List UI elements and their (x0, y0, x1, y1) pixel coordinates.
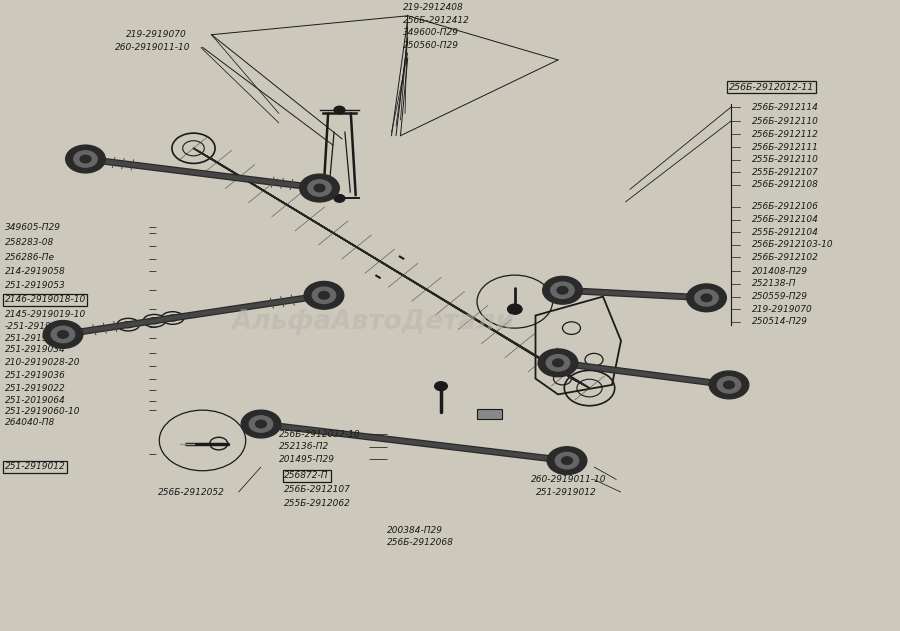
Text: 251-2919060-10: 251-2919060-10 (4, 407, 80, 416)
Circle shape (66, 145, 105, 173)
Text: 2146-2919018-10: 2146-2919018-10 (4, 295, 86, 304)
Text: 349605-П29: 349605-П29 (4, 223, 60, 232)
Text: 251-2919012: 251-2919012 (536, 488, 596, 497)
Circle shape (319, 292, 329, 299)
Text: 251-2919036: 251-2919036 (4, 371, 65, 380)
Circle shape (508, 304, 522, 314)
Text: 219-2919070: 219-2919070 (126, 30, 187, 39)
FancyBboxPatch shape (477, 409, 502, 419)
Circle shape (80, 155, 91, 163)
Text: 201495-П29: 201495-П29 (279, 455, 335, 464)
Text: 214-2919058: 214-2919058 (4, 267, 65, 276)
Circle shape (304, 281, 344, 309)
Text: 264040-П8: 264040-П8 (4, 418, 55, 427)
Text: 250514-П29: 250514-П29 (752, 317, 807, 326)
Text: 219-2919070: 219-2919070 (752, 305, 812, 314)
Circle shape (562, 457, 572, 464)
Text: 256Б-2912012-11: 256Б-2912012-11 (729, 83, 814, 91)
Circle shape (58, 331, 68, 338)
Text: 256Б-2912102: 256Б-2912102 (752, 253, 818, 262)
Text: 252138-П: 252138-П (752, 280, 796, 288)
Text: 251-2919053: 251-2919053 (4, 281, 65, 290)
Text: -251-2919016: -251-2919016 (4, 322, 68, 331)
Text: 251-2919022: 251-2919022 (4, 384, 65, 392)
Circle shape (43, 321, 83, 348)
Circle shape (547, 447, 587, 475)
Circle shape (314, 184, 325, 192)
Text: 260-2919011-10: 260-2919011-10 (115, 43, 191, 52)
Text: 219-2912408: 219-2912408 (403, 3, 464, 12)
Text: 250560-П29: 250560-П29 (403, 41, 459, 50)
Text: 250559-П29: 250559-П29 (752, 292, 807, 301)
Text: 256Б-2912112: 256Б-2912112 (752, 130, 818, 139)
Circle shape (256, 420, 266, 428)
Circle shape (543, 276, 582, 304)
Text: 256872-П: 256872-П (284, 471, 328, 480)
Text: 256Б-2912412: 256Б-2912412 (403, 16, 470, 25)
Text: 2145-2919019-10: 2145-2919019-10 (4, 310, 86, 319)
Text: 256Б-2912107: 256Б-2912107 (284, 485, 351, 494)
Circle shape (300, 174, 339, 202)
Circle shape (546, 355, 570, 371)
Circle shape (308, 180, 331, 196)
Circle shape (695, 290, 718, 306)
Text: 251-2919012: 251-2919012 (4, 463, 65, 471)
Text: 251-2919014: 251-2919014 (4, 334, 65, 343)
Circle shape (435, 382, 447, 391)
Circle shape (334, 194, 345, 202)
Circle shape (687, 284, 726, 312)
Text: 256Б-2912114: 256Б-2912114 (752, 103, 818, 112)
Circle shape (553, 359, 563, 367)
Text: 260-2919011-10: 260-2919011-10 (531, 475, 607, 484)
Text: 256Б-2912106: 256Б-2912106 (752, 203, 818, 211)
Circle shape (557, 286, 568, 294)
Text: 256286-Пе: 256286-Пе (4, 253, 55, 262)
Text: 201408-П29: 201408-П29 (752, 267, 807, 276)
Text: 251-2919034: 251-2919034 (4, 345, 65, 354)
Circle shape (724, 381, 734, 389)
Text: 255Б-2912062: 255Б-2912062 (284, 499, 351, 508)
Text: 200384-П29: 200384-П29 (387, 526, 443, 534)
Circle shape (709, 371, 749, 399)
Text: 210-2919028-20: 210-2919028-20 (4, 358, 80, 367)
Text: 255Б-2912107: 255Б-2912107 (752, 168, 818, 177)
Text: 255Б-2912110: 255Б-2912110 (752, 155, 818, 164)
Text: 256Б-2912068: 256Б-2912068 (387, 538, 454, 547)
Circle shape (717, 377, 741, 393)
Text: 252136-П2: 252136-П2 (279, 442, 329, 451)
Text: 255Б-2912104: 255Б-2912104 (752, 228, 818, 237)
Text: 256Б-2912052: 256Б-2912052 (158, 488, 224, 497)
Circle shape (74, 151, 97, 167)
Circle shape (701, 294, 712, 302)
Text: 256Б-2912103-10: 256Б-2912103-10 (752, 240, 833, 249)
Circle shape (555, 452, 579, 469)
Text: 349600-П29: 349600-П29 (403, 28, 459, 37)
Circle shape (538, 349, 578, 377)
Circle shape (551, 282, 574, 298)
Text: 256Б-2912108: 256Б-2912108 (752, 180, 818, 189)
Text: 256Б-2912032-10: 256Б-2912032-10 (279, 430, 361, 439)
Circle shape (249, 416, 273, 432)
Text: АльфаАвтоДетали: АльфаАвтоДетали (232, 309, 515, 335)
Text: 258283-08: 258283-08 (4, 239, 54, 247)
Circle shape (334, 106, 345, 114)
Circle shape (51, 326, 75, 343)
Text: 256Б-2912111: 256Б-2912111 (752, 143, 818, 151)
Text: 256Б-2912104: 256Б-2912104 (752, 215, 818, 224)
Circle shape (312, 287, 336, 304)
Text: 256Б-2912110: 256Б-2912110 (752, 117, 818, 126)
Text: 251-2019064: 251-2019064 (4, 396, 65, 404)
Circle shape (241, 410, 281, 438)
